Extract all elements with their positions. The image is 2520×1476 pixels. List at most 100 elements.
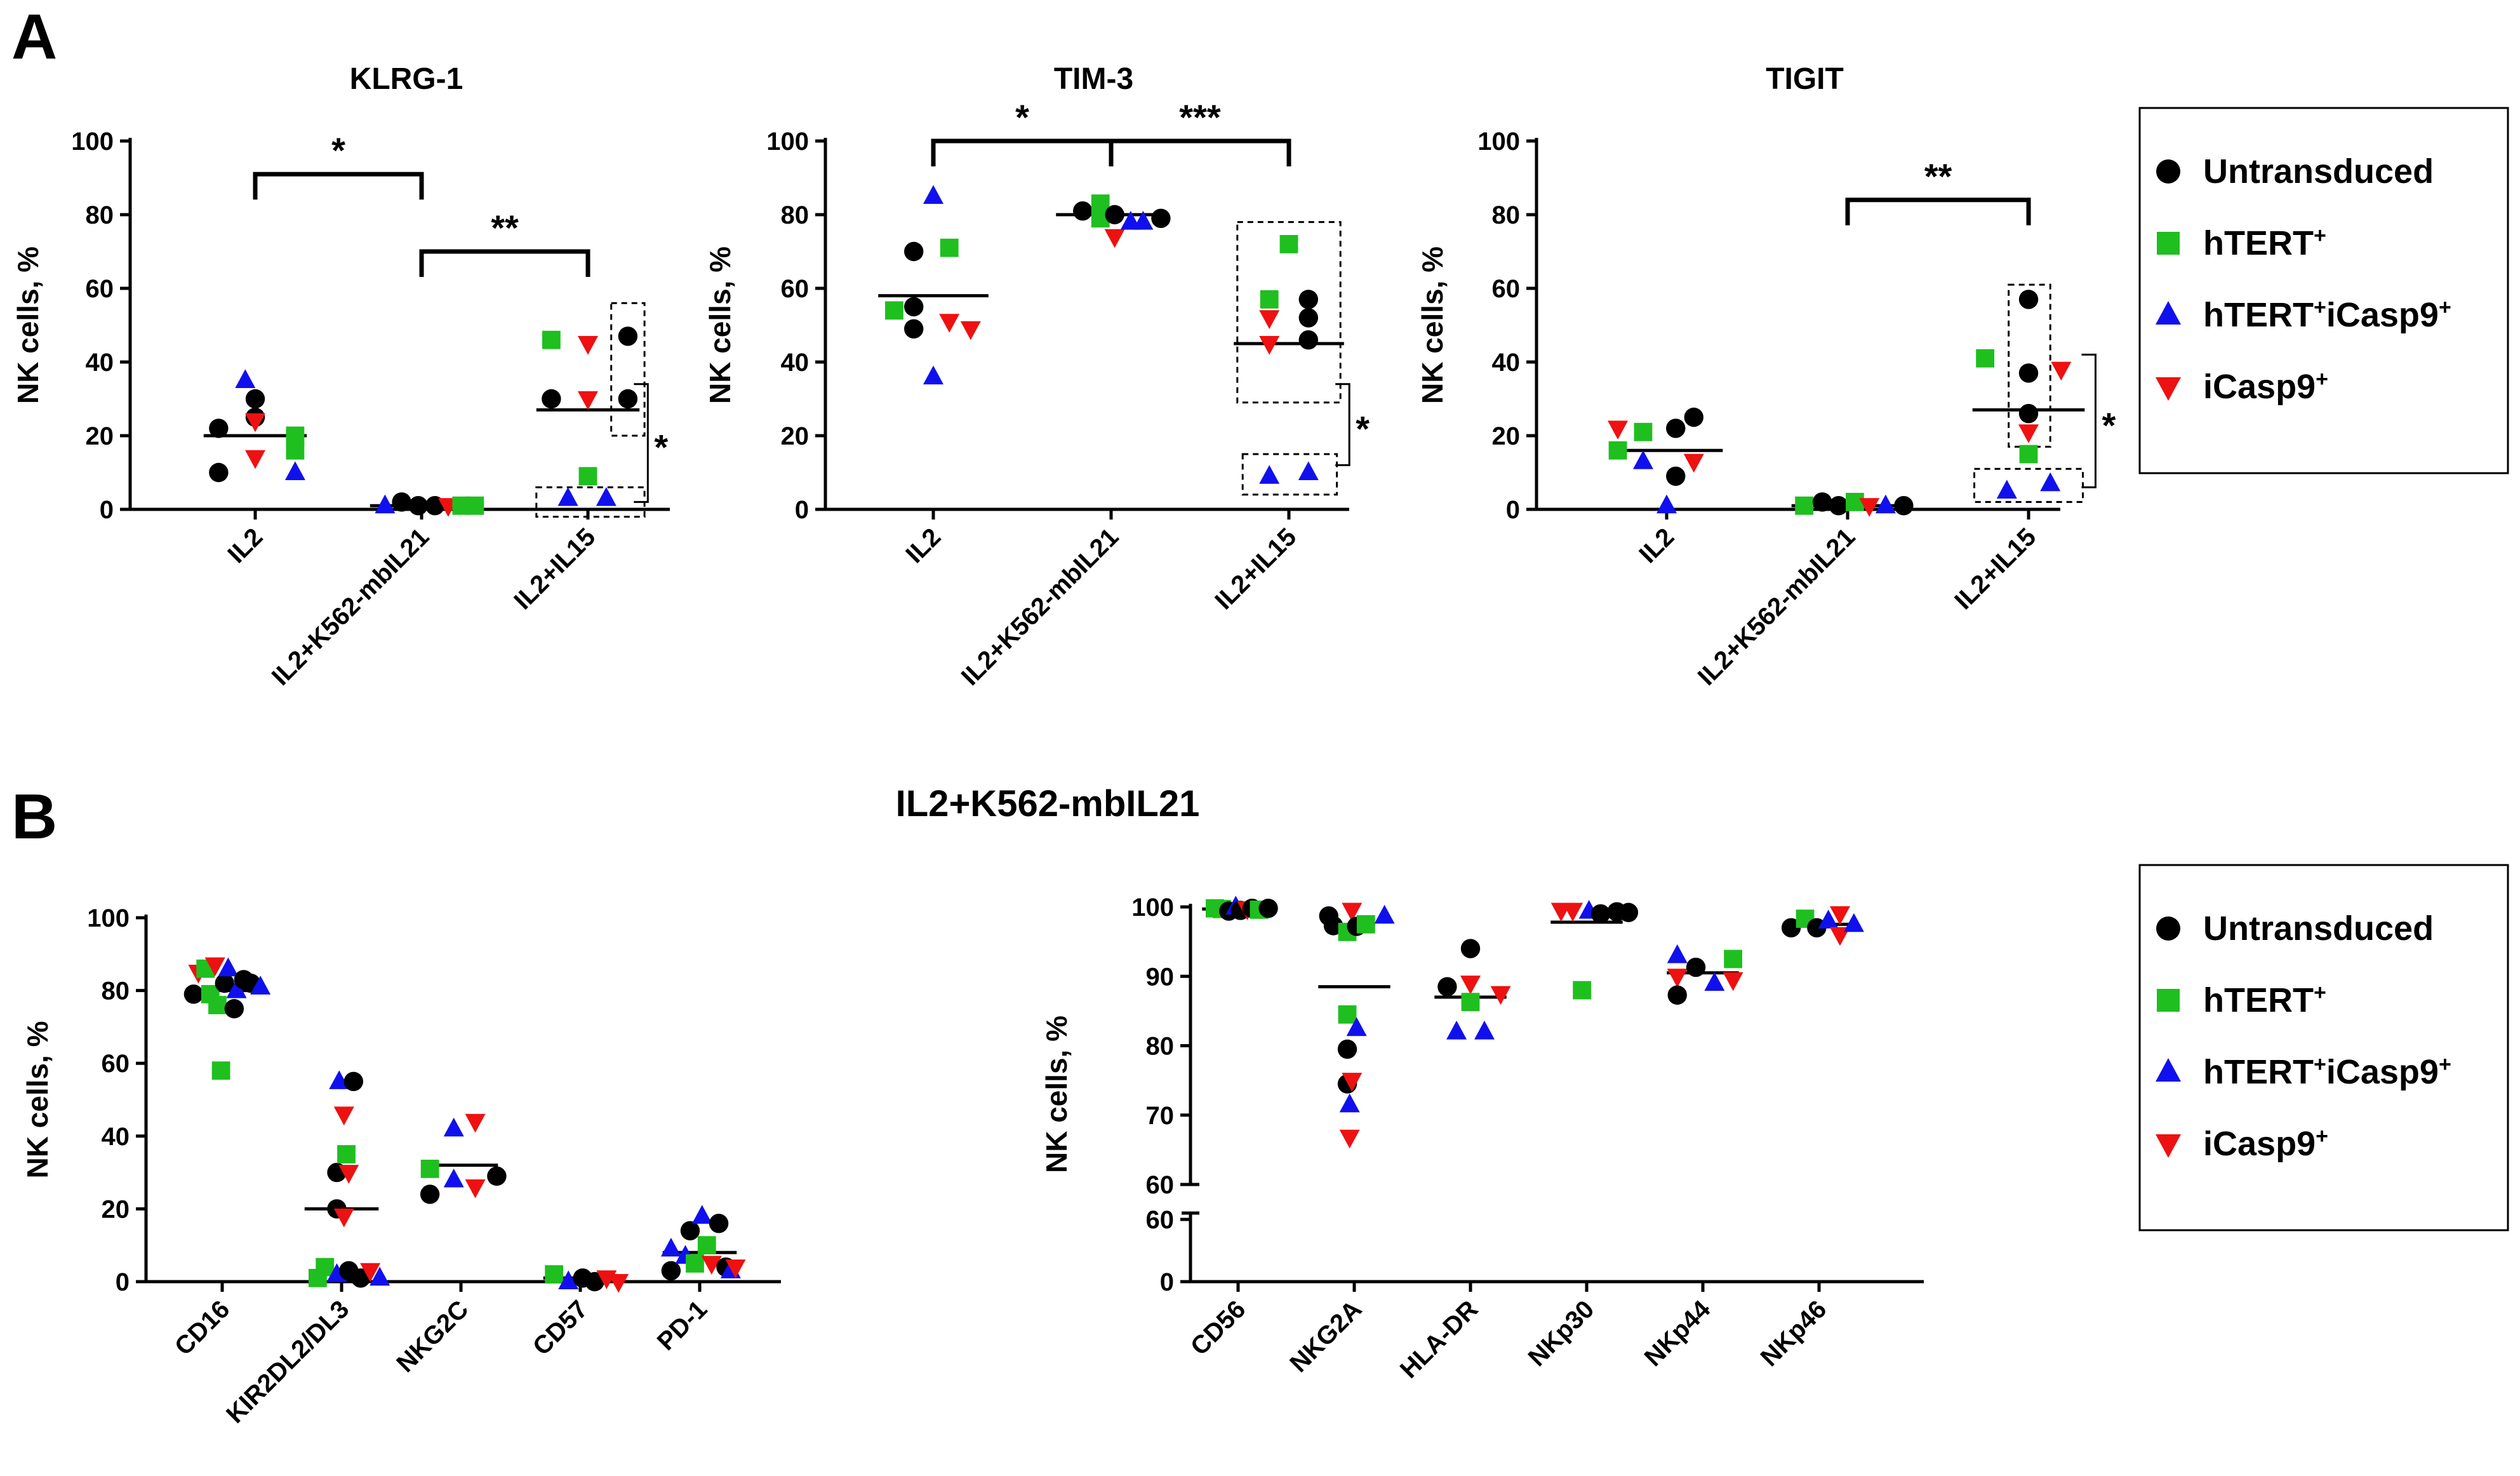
point-htert (940, 238, 959, 257)
point-htert-icasp9 (691, 1205, 712, 1224)
side-significance-bracket (2081, 353, 2097, 488)
point-htert-icasp9 (443, 1168, 464, 1188)
chart-title: TIM-3 (1054, 62, 1133, 96)
y-tick-label: 0 (795, 496, 809, 524)
significance-bracket (1845, 198, 2031, 225)
y-axis-title: NK cells, % (1040, 1016, 1073, 1173)
point-htert-icasp9 (1446, 1021, 1467, 1040)
point-icasp9 (1563, 902, 1583, 922)
legend-label: Untransduced (2203, 909, 2434, 948)
point-untransduced (1667, 985, 1687, 1005)
y-axis-title: NK cells, % (11, 246, 44, 404)
point-htert-icasp9 (1474, 1021, 1495, 1040)
side-significance-bracket (1335, 383, 1350, 466)
significance-label: *** (1179, 97, 1221, 137)
y-tick-label: 40 (86, 349, 114, 377)
point-htert (1260, 290, 1279, 309)
point-untransduced (585, 1271, 604, 1292)
point-htert (420, 1159, 439, 1178)
y-tick-label: 80 (1146, 1033, 1175, 1061)
x-tick-label: CD56 (1185, 1295, 1251, 1360)
point-icasp9 (578, 391, 598, 410)
chart-klrg1: 0 20 40 60 80 100 NK cells, % KLRG-1 IL2IL2+K562… (11, 62, 670, 691)
point-htert (1634, 422, 1653, 441)
y-tick-label: 20 (1492, 422, 1521, 450)
point-icasp9 (333, 1106, 354, 1126)
legend-a: Untransduced hTERT+ hTERT+iCasp9+ iCasp9… (2138, 107, 2509, 474)
point-untransduced (392, 492, 411, 512)
point-untransduced (1460, 939, 1481, 958)
point-icasp9 (960, 321, 981, 340)
legend-a-frame (2138, 107, 2509, 474)
dashed-highlight-box (535, 486, 646, 518)
x-tick-label: IL2 (1634, 523, 1679, 568)
point-htert-icasp9 (1339, 1093, 1360, 1113)
point-htert (1724, 949, 1742, 969)
point-untransduced (1337, 1039, 1357, 1059)
y-tick-label: 100 (87, 904, 130, 932)
x-tick-label: NKG2C (391, 1295, 474, 1378)
dashed-highlight-box (1241, 453, 1338, 496)
point-untransduced (350, 1268, 371, 1288)
x-tick-label: IL2+IL15 (509, 523, 601, 615)
point-icasp9 (1259, 310, 1280, 329)
y-tick-label: 40 (1492, 349, 1521, 377)
point-htert (2019, 445, 2038, 464)
point-htert (211, 1061, 230, 1080)
point-htert-icasp9 (250, 976, 271, 995)
point-htert (1795, 496, 1813, 515)
y-tick-label: 80 (86, 201, 114, 229)
point-untransduced (904, 297, 924, 317)
point-untransduced (1298, 290, 1318, 309)
x-tick-label: IL2+K562-mbIL21 (1693, 523, 1861, 691)
point-untransduced (215, 973, 234, 993)
y-tick-label: 0 (100, 496, 114, 524)
point-untransduced (1298, 330, 1318, 350)
point-untransduced (904, 241, 924, 262)
legend-b-htert: hTERT+ (2157, 981, 2326, 1019)
point-icasp9 (1608, 420, 1629, 439)
y-tick-label: 40 (102, 1123, 130, 1151)
point-icasp9 (1259, 336, 1280, 355)
point-icasp9 (245, 413, 265, 433)
point-untransduced (1666, 419, 1686, 438)
x-tick-label: IL2 (222, 523, 268, 568)
point-htert (337, 1145, 356, 1164)
legend-b-frame (2138, 864, 2509, 1231)
legend-marker-square (2157, 989, 2180, 1012)
point-untransduced (343, 1071, 363, 1092)
y-tick-label: 20 (102, 1195, 130, 1223)
x-tick-label: KIR2DL2/DL3 (221, 1295, 354, 1428)
point-icasp9 (2156, 377, 2181, 401)
point-icasp9 (333, 1208, 354, 1228)
point-icasp9 (701, 1256, 722, 1275)
point-htert-icasp9 (557, 487, 578, 506)
x-tick-label: IL2+IL15 (1210, 523, 1302, 615)
chart-tigit: 0 20 40 60 80 100 NK cells, % TIGIT IL2 IL2+K562-… (1416, 62, 2116, 691)
dashed-highlight-box (1236, 221, 1342, 404)
y-tick-label: 80 (781, 201, 810, 229)
point-htert-icasp9 (218, 957, 239, 977)
point-htert (1356, 915, 1375, 934)
point-untransduced (2018, 404, 2039, 424)
legend-marker-triangle-down (2156, 1134, 2181, 1158)
point-htert-icasp9 (2156, 301, 2181, 325)
legend-marker-triangle-up (2156, 301, 2181, 325)
side-significance-label: * (654, 427, 668, 467)
x-tick-label: CD57 (528, 1295, 593, 1360)
point-icasp9 (578, 336, 598, 355)
point-htert (545, 1265, 564, 1284)
y-tick-label: 100 (766, 128, 809, 156)
legend-marker-square (2157, 232, 2180, 255)
significance-bracket (931, 138, 1114, 166)
point-icasp9 (2018, 424, 2039, 443)
point-htert (1338, 1005, 1357, 1024)
point-htert-icasp9 (1996, 480, 2017, 499)
point-untransduced (1894, 496, 1914, 516)
x-tick-label: HLA-DR (1395, 1295, 1484, 1384)
point-htert (2157, 989, 2180, 1012)
y-tick-label: 100 (71, 128, 114, 156)
x-tick-label: PD-1 (652, 1295, 713, 1356)
point-icasp9 (360, 1263, 381, 1282)
